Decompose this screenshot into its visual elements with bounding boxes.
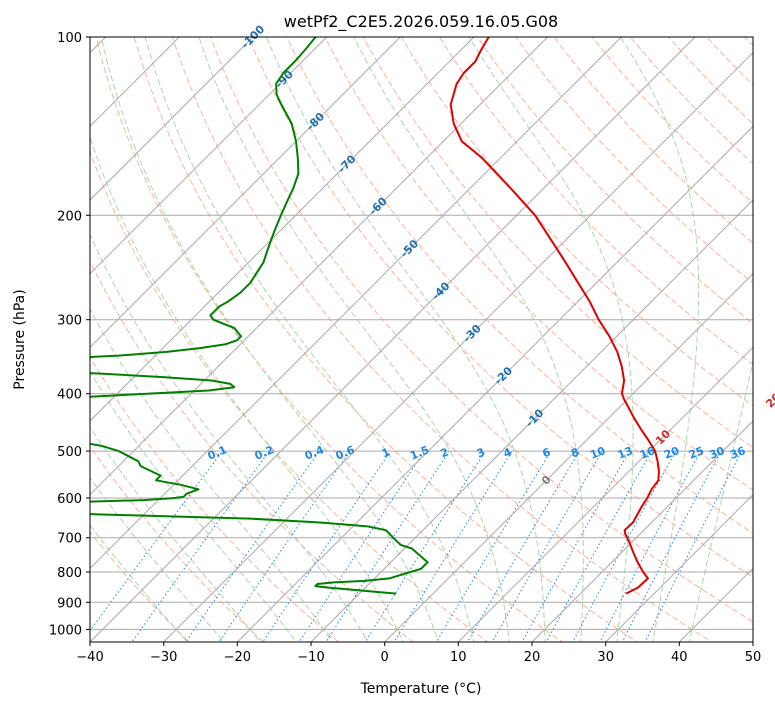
y-tick-label: 600 [57,492,82,507]
y-tick-label: 500 [57,445,82,460]
y-axis-label: Pressure (hPa) [12,289,28,389]
x-tick-label: −20 [224,650,251,665]
y-tick-label: 200 [57,209,82,224]
moist-adiabats [0,24,775,654]
isotherm-label: 20 [763,390,775,410]
temperature-profile-line [451,37,659,594]
dry-adiabat-line [668,37,775,654]
dry-adiabat-line [707,37,775,654]
isotherm-line [606,37,775,642]
mixing-ratio-label: 0.1 [206,443,229,462]
mixing-ratio-line [292,451,425,654]
dry-adiabat-line [172,37,731,654]
isotherm-line [90,37,695,642]
dry-adiabats [0,37,775,654]
series [0,37,659,594]
chart-title: wetPf2_C2E5.2026.059.16.05.G08 [284,12,558,32]
isotherm-line [0,37,400,642]
mixing-ratio-lines [73,451,742,654]
mixing-ratio-label: 1.5 [408,443,431,462]
mixing-ratio-line [73,451,222,654]
x-tick-label: −10 [297,650,324,665]
mixing-ratio-label: 20 [662,444,681,462]
dry-adiabat-line [478,37,775,654]
moist-adiabat-line [62,24,408,654]
mixing-ratio-line [430,451,551,654]
mixing-ratio-label: 36 [728,444,747,462]
x-tick-label: 50 [745,650,762,665]
mixing-ratio-line [178,451,320,654]
y-tick-label: 400 [57,388,82,403]
y-tick-label: 100 [57,31,82,46]
isotherm-line [0,37,327,642]
dry-adiabat-line [0,37,277,654]
isotherm-line [385,37,775,642]
dry-adiabat-line [96,37,580,654]
y-tick-label: 700 [57,532,82,547]
mixing-ratio-line [319,451,450,654]
moist-adiabat-line [0,24,234,654]
isotherms [0,37,775,642]
isobar-grid [90,37,753,629]
dry-adiabat-line [211,37,775,654]
isotherm-line [0,37,253,642]
mixing-ratio-label: 10 [588,444,607,462]
x-tick-label: −30 [150,650,177,665]
mixing-ratio-label: 3 [475,445,487,460]
mixing-ratio-label: 30 [707,444,726,462]
x-tick-label: 40 [671,650,688,665]
moist-adiabat-line [261,24,545,654]
isotherm-line [532,37,775,642]
mixing-ratio-label: 1 [380,445,392,460]
dry-adiabat-line [287,37,775,654]
mixing-ratio-line [461,451,580,654]
x-axis-label: Temperature (°C) [360,681,482,697]
x-tick-label: −40 [76,650,103,665]
isotherm-line [753,37,775,642]
mixing-ratio-label: 0.6 [334,443,357,462]
dry-adiabat-line [249,37,775,654]
dry-adiabat-line [363,37,775,654]
dry-adiabat-line [592,37,775,654]
mixing-ratio-label: 0.4 [303,443,326,462]
mixing-ratio-label: 6 [541,445,553,460]
x-tick-label: 20 [524,650,541,665]
y-tick-label: 1000 [49,623,82,638]
mixing-ratio-line [540,451,652,654]
moist-adiabat-line [687,24,775,654]
x-tick-label: 0 [381,650,389,665]
x-tick-label: 10 [450,650,467,665]
mixing-ratio-line [124,451,270,654]
isotherm-line [458,37,775,642]
y-tick-label: 800 [57,566,82,581]
moist-adiabat-line [0,24,305,654]
y-tick-label: 300 [57,314,82,329]
mixing-ratio-line [255,451,391,654]
mixing-ratio-label: 2 [439,445,451,460]
dry-adiabat-line [554,37,775,654]
dry-adiabat-line [20,37,429,654]
dry-adiabat-line [0,37,352,654]
moist-adiabat-line [461,24,633,654]
dry-adiabat-line [516,37,775,654]
mixing-ratio-line [639,451,741,654]
mixing-ratio-line [387,451,512,654]
x-tick-label: 30 [597,650,614,665]
y-tick-label: 900 [57,596,82,611]
isotherm-line [679,37,775,642]
mixing-ratio-label: 25 [687,444,706,462]
